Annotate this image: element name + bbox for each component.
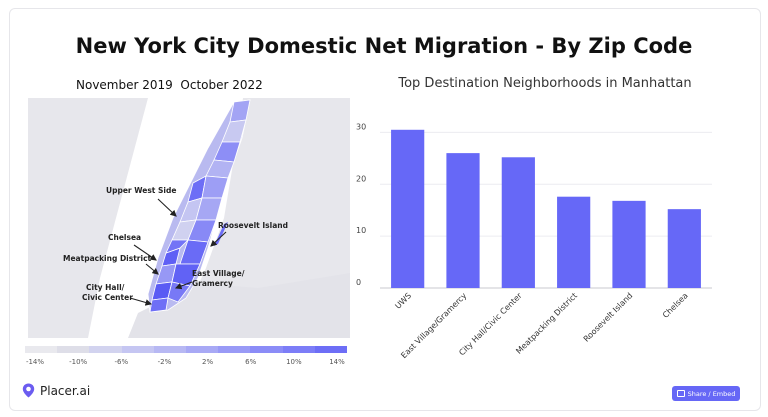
page-title: New York City Domestic Net Migration - B…	[75, 34, 693, 58]
legend-swatch	[282, 346, 315, 353]
legend-swatch	[89, 346, 122, 353]
y-tick-label: 30	[356, 122, 366, 131]
legend-label: 6%	[245, 358, 257, 366]
bar	[446, 153, 480, 288]
zip-tiles	[149, 99, 251, 313]
bar	[557, 196, 591, 288]
arrow-east-village	[174, 281, 193, 290]
nyc-zip-map: Upper West Side Roosevelt Island Chelsea…	[28, 98, 350, 338]
legend-swatch	[121, 346, 154, 353]
legend-label: -6%	[114, 358, 129, 366]
label-city-hall-2: Civic Center	[82, 293, 133, 302]
x-tick-label: UWS	[393, 291, 413, 311]
bar	[612, 200, 646, 288]
share-embed-label: Share / Embed	[687, 389, 736, 398]
legend-swatch	[314, 346, 348, 353]
map-annotations: Upper West Side Roosevelt Island Chelsea…	[63, 186, 288, 306]
legend-swatch	[25, 346, 58, 353]
legend-label: -10%	[69, 358, 88, 366]
map-legend: -14% -10% -6% -2% 2% 6% 10% 14%	[25, 346, 348, 370]
legend-labels: -14% -10% -6% -2% 2% 6% 10% 14%	[25, 358, 347, 370]
map-land-west	[28, 98, 148, 338]
label-roosevelt-island: Roosevelt Island	[218, 221, 288, 230]
arrow-upper-west-side	[157, 198, 177, 217]
legend-swatch	[57, 346, 90, 353]
legend-color-scale	[25, 346, 348, 353]
label-meatpacking: Meatpacking District	[63, 254, 152, 263]
legend-swatch	[250, 346, 283, 353]
chart-title: Top Destination Neighborhoods in Manhatt…	[398, 76, 692, 91]
legend-label: -2%	[157, 358, 172, 366]
share-icon	[676, 390, 685, 397]
map-date-range: November 2019 October 2022	[76, 78, 263, 92]
map-land-east	[178, 98, 350, 338]
y-tick-label: 10	[356, 226, 366, 235]
label-upper-west-side: Upper West Side	[106, 186, 176, 195]
arrow-city-hall	[129, 297, 153, 306]
bar	[501, 157, 535, 288]
legend-swatch	[153, 346, 187, 353]
arrow-meatpacking	[145, 263, 159, 275]
x-tick-label: Chelsea	[661, 291, 690, 320]
label-east-village-1: East Village/	[192, 269, 245, 278]
brand-name: Placer.ai	[40, 383, 91, 398]
y-tick-label: 20	[356, 174, 366, 183]
map-land-brooklyn	[128, 273, 350, 338]
label-east-village-2: Gramercy	[192, 279, 233, 288]
x-tick-label: Roosevelt Island	[582, 291, 635, 344]
placer-logo: Placer.ai	[22, 383, 90, 398]
legend-label: 14%	[329, 358, 345, 366]
y-tick-label: 0	[356, 278, 361, 287]
label-chelsea: Chelsea	[108, 233, 141, 242]
legend-label: -14%	[25, 358, 45, 366]
legend-swatch	[186, 346, 219, 353]
placer-pin-icon	[22, 383, 35, 398]
legend-swatch	[218, 346, 251, 353]
share-embed-button[interactable]: Share / Embed	[672, 386, 740, 401]
bar	[391, 129, 425, 288]
x-tick-label: Meatpacking District	[514, 291, 579, 356]
arrow-roosevelt-island	[210, 231, 227, 247]
bar	[667, 209, 701, 288]
x-tick-label: City Hall/Civic Center	[457, 291, 524, 358]
arrow-chelsea	[133, 244, 157, 261]
legend-label: 10%	[286, 358, 302, 366]
label-city-hall-1: City Hall/	[86, 283, 125, 292]
legend-label: 2%	[202, 358, 214, 366]
